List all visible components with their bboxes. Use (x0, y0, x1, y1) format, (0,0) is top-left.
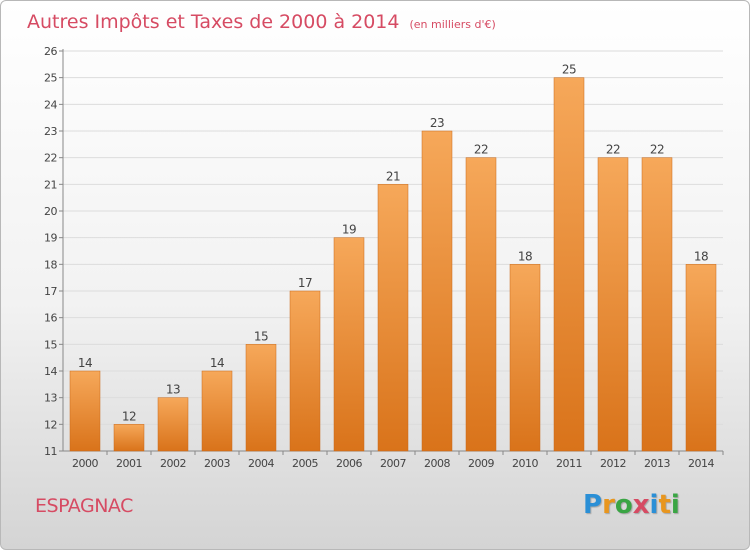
value-label-2001: 12 (122, 409, 136, 423)
y-tick-label: 20 (44, 205, 57, 218)
x-tick-label-2000: 2000 (72, 457, 98, 470)
bar-2012 (597, 157, 629, 452)
bar-2001 (113, 424, 145, 452)
logo-letter: r (602, 490, 615, 520)
bar-2002 (157, 397, 189, 452)
value-label-2009: 22 (474, 143, 488, 157)
bar-2003 (201, 370, 233, 452)
x-tick-label-2006: 2006 (336, 457, 362, 470)
proxiti-logo[interactable]: Proxiti (583, 490, 680, 520)
y-tick-label: 21 (44, 178, 57, 191)
value-label-2010: 18 (518, 249, 532, 263)
logo-letter: t (658, 490, 671, 520)
bar-2000 (69, 370, 101, 452)
logo-letter: x (632, 490, 650, 520)
value-label-2014: 18 (694, 249, 708, 263)
y-tick-label: 17 (44, 285, 57, 298)
bar-2009 (465, 157, 497, 452)
value-label-2006: 19 (342, 223, 356, 237)
y-tick-label: 14 (44, 365, 57, 378)
value-label-2005: 17 (298, 276, 312, 290)
logo-letter: i (670, 490, 680, 520)
label-layer: 14 12 13 14 15 17 19 21 23 22 18 25 22 22 18 (78, 63, 709, 424)
value-label-2003: 14 (210, 356, 224, 370)
logo-letter: o (614, 490, 633, 520)
bar-2014 (685, 264, 717, 452)
bar-2013 (641, 157, 673, 452)
bar-2011 (553, 77, 585, 452)
y-tick-label: 26 (44, 45, 57, 58)
x-tick-label-2002: 2002 (160, 457, 186, 470)
y-tick-label: 16 (44, 312, 57, 325)
bar-layer (69, 77, 717, 452)
x-tick-label-2007: 2007 (380, 457, 406, 470)
x-tick-label-2005: 2005 (292, 457, 318, 470)
chart-title: Autres Impôts et Taxes de 2000 à 2014 (27, 11, 400, 33)
bar-2005 (289, 290, 321, 452)
x-tick-label-2003: 2003 (204, 457, 230, 470)
x-tick-label-2013: 2013 (644, 457, 670, 470)
bar-2007 (377, 184, 409, 452)
logo-letter: P (583, 490, 603, 520)
y-tick-label: 23 (44, 125, 57, 138)
x-tick-label-2014: 2014 (688, 457, 714, 470)
x-tick-label-2011: 2011 (556, 457, 582, 470)
y-tick-label: 18 (44, 258, 57, 271)
x-tick-label-2012: 2012 (600, 457, 626, 470)
value-label-2007: 21 (386, 169, 400, 183)
x-tick-label-2008: 2008 (424, 457, 450, 470)
y-tick-label: 24 (44, 98, 57, 111)
y-tick-label: 19 (44, 232, 57, 245)
x-tick-label-2004: 2004 (248, 457, 274, 470)
y-tick-label: 13 (44, 392, 57, 405)
bar-2010 (509, 264, 541, 452)
x-tick-label-2010: 2010 (512, 457, 538, 470)
bar-2008 (421, 130, 453, 452)
chart-subtitle: (en milliers d'€) (410, 18, 496, 31)
y-tick-label: 25 (44, 72, 57, 85)
x-tick-label-2009: 2009 (468, 457, 494, 470)
y-tick-label: 11 (44, 445, 57, 458)
logo-letter: i (649, 490, 659, 520)
bar-2004 (245, 344, 277, 452)
value-label-2011: 25 (562, 63, 576, 77)
commune-name: ESPAGNAC (35, 495, 133, 517)
x-tick-label-2001: 2001 (116, 457, 142, 470)
bar-2006 (333, 237, 365, 452)
value-label-2002: 13 (166, 383, 180, 397)
value-label-2012: 22 (606, 143, 620, 157)
value-label-2004: 15 (254, 329, 268, 343)
y-tick-label: 15 (44, 338, 57, 351)
value-label-2008: 23 (430, 116, 444, 130)
value-label-2013: 22 (650, 143, 664, 157)
value-label-2000: 14 (78, 356, 92, 370)
y-tick-label: 22 (44, 152, 57, 165)
y-tick-label: 12 (44, 418, 57, 431)
